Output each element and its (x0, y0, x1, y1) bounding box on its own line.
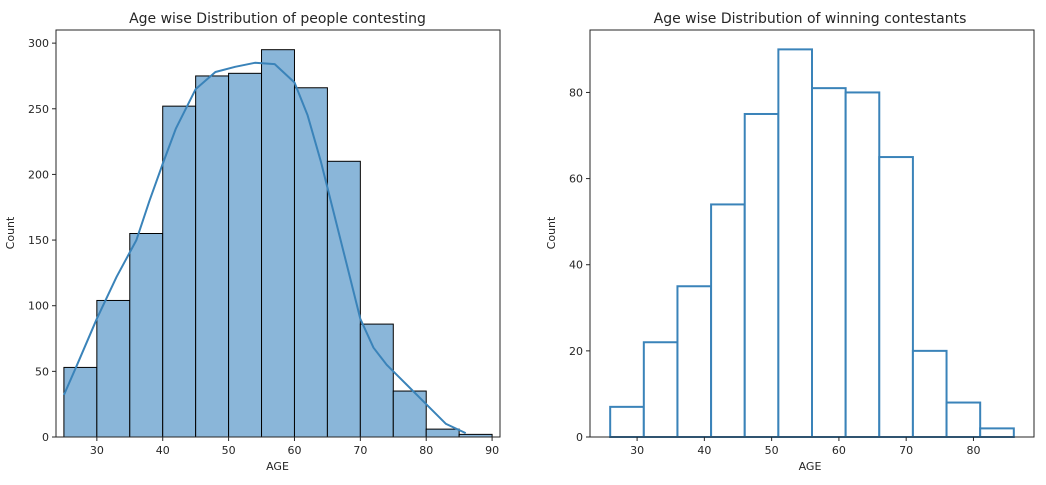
histogram-winning: Age wise Distribution of winning contest… (545, 11, 1035, 473)
bar (261, 49, 295, 438)
y-axis-ticks: 0 50 100 150 200 250 300 (28, 37, 56, 444)
bar (359, 323, 394, 438)
x-tick-label: 30 (630, 444, 644, 457)
bar (195, 75, 230, 438)
y-tick-label: 40 (569, 259, 583, 272)
y-tick-label: 200 (28, 168, 49, 181)
bar (710, 203, 746, 438)
bar (162, 105, 197, 438)
bar (676, 285, 713, 438)
x-tick-label: 50 (222, 444, 236, 457)
x-axis-ticks: 30 40 50 60 70 80 90 (90, 437, 499, 457)
x-tick-label: 40 (697, 444, 711, 457)
bar (96, 299, 131, 438)
x-tick-label: 70 (899, 444, 913, 457)
y-tick-label: 0 (42, 431, 49, 444)
chart-title: Age wise Distribution of people contesti… (129, 11, 426, 27)
chart-title: Age wise Distribution of winning contest… (654, 11, 967, 27)
y-axis-ticks: 0 20 40 60 80 (569, 86, 590, 444)
bar (642, 341, 679, 439)
y-tick-label: 100 (28, 300, 49, 313)
x-tick-label: 50 (765, 444, 779, 457)
y-tick-label: 50 (35, 365, 49, 378)
x-axis-label: AGE (266, 460, 289, 473)
bar (609, 405, 645, 438)
x-tick-label: 60 (832, 444, 846, 457)
bar (63, 366, 98, 438)
x-tick-label: 90 (485, 444, 499, 457)
plot-frame (589, 29, 1035, 438)
bars (63, 49, 493, 438)
y-tick-label: 80 (569, 86, 583, 99)
y-tick-label: 150 (28, 234, 49, 247)
histogram-contesting: Age wise Distribution of people contesti… (4, 11, 501, 473)
bar (293, 87, 328, 438)
x-tick-label: 40 (156, 444, 170, 457)
y-axis-label: Count (4, 216, 17, 249)
bars (609, 48, 1015, 439)
y-axis-label: Count (545, 216, 558, 249)
bar (878, 156, 914, 438)
bar (425, 428, 460, 438)
x-tick-label: 70 (353, 444, 367, 457)
x-axis-label: AGE (799, 460, 822, 473)
x-tick-label: 80 (419, 444, 433, 457)
bar (777, 48, 814, 438)
y-tick-label: 250 (28, 103, 49, 116)
bar (811, 87, 847, 439)
bar (228, 72, 263, 438)
x-axis-ticks: 30 40 50 60 70 80 (630, 437, 980, 457)
bar (844, 91, 881, 438)
y-tick-label: 300 (28, 37, 49, 50)
kde-line (62, 61, 467, 435)
y-tick-label: 20 (569, 345, 583, 358)
bar (129, 233, 164, 438)
bar (743, 112, 780, 438)
x-tick-label: 80 (966, 444, 980, 457)
x-tick-label: 60 (287, 444, 301, 457)
x-tick-label: 30 (90, 444, 104, 457)
y-tick-label: 0 (576, 431, 583, 444)
kde-curve (62, 61, 467, 435)
bar (945, 401, 982, 439)
bar (979, 427, 1015, 438)
bar (911, 349, 948, 438)
y-tick-label: 60 (569, 173, 583, 186)
plot-frame (55, 29, 501, 438)
